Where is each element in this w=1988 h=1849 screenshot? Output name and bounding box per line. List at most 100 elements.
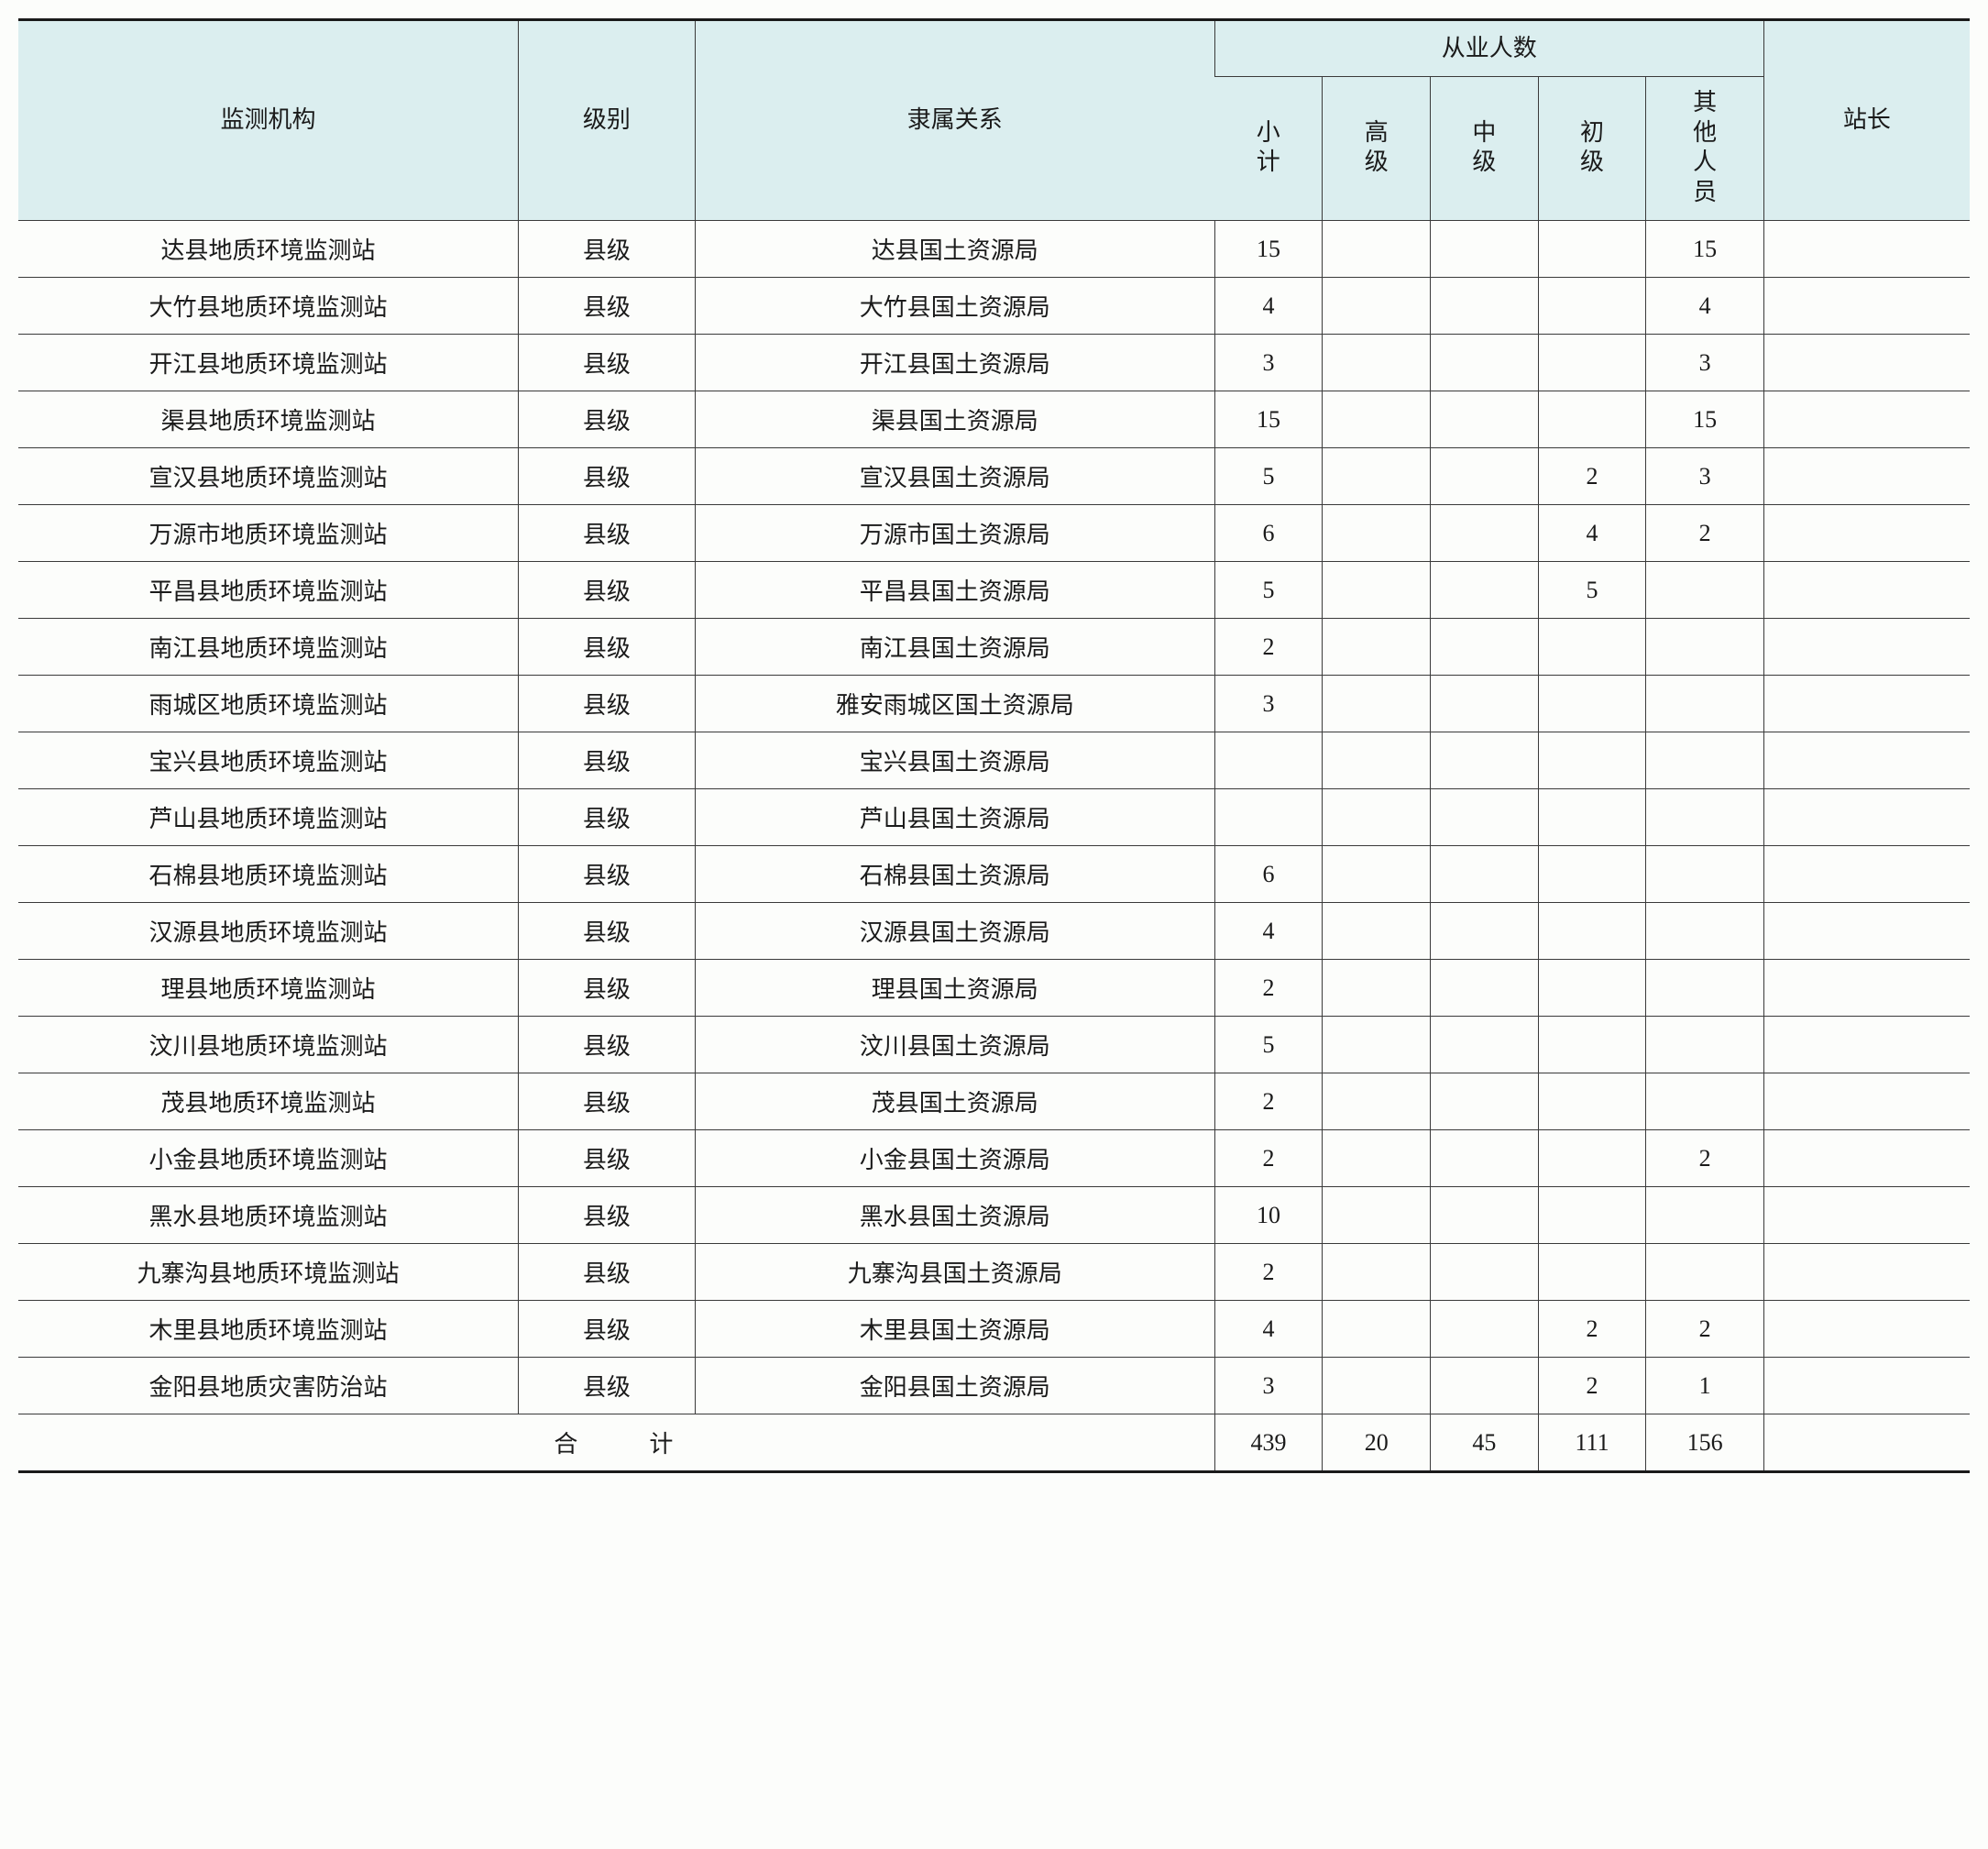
cell-director (1763, 789, 1970, 846)
cell-director (1763, 1130, 1970, 1187)
cell-mid (1431, 1187, 1539, 1244)
table-row: 木里县地质环境监测站县级木里县国土资源局422 (18, 1301, 1970, 1358)
cell-mid (1431, 676, 1539, 732)
cell-subtotal: 4 (1214, 1301, 1323, 1358)
header-employees-group: 从业人数 (1214, 20, 1763, 77)
cell-director (1763, 676, 1970, 732)
cell-relation: 九寨沟县国土资源局 (695, 1244, 1214, 1301)
cell-org: 理县地质环境监测站 (18, 960, 519, 1017)
cell-director (1763, 732, 1970, 789)
cell-junior (1538, 846, 1646, 903)
total-junior: 111 (1538, 1414, 1646, 1472)
cell-relation: 汉源县国土资源局 (695, 903, 1214, 960)
cell-relation: 宣汉县国土资源局 (695, 448, 1214, 505)
cell-level: 县级 (519, 732, 696, 789)
cell-relation: 茂县国土资源局 (695, 1073, 1214, 1130)
header-relation: 隶属关系 (695, 20, 1214, 221)
cell-org: 渠县地质环境监测站 (18, 391, 519, 448)
cell-senior (1323, 221, 1431, 278)
header-director: 站长 (1763, 20, 1970, 221)
table-row: 万源市地质环境监测站县级万源市国土资源局642 (18, 505, 1970, 562)
cell-subtotal: 4 (1214, 278, 1323, 335)
cell-other: 2 (1646, 1130, 1763, 1187)
table-row: 大竹县地质环境监测站县级大竹县国土资源局44 (18, 278, 1970, 335)
table-row: 宣汉县地质环境监测站县级宣汉县国土资源局523 (18, 448, 1970, 505)
cell-other (1646, 960, 1763, 1017)
header-junior: 初级 (1538, 77, 1646, 221)
cell-senior (1323, 1187, 1431, 1244)
cell-level: 县级 (519, 221, 696, 278)
cell-director (1763, 335, 1970, 391)
cell-senior (1323, 505, 1431, 562)
cell-mid (1431, 278, 1539, 335)
cell-other (1646, 1187, 1763, 1244)
cell-relation: 开江县国土资源局 (695, 335, 1214, 391)
cell-org: 小金县地质环境监测站 (18, 1130, 519, 1187)
cell-other: 3 (1646, 448, 1763, 505)
cell-level: 县级 (519, 335, 696, 391)
cell-senior (1323, 903, 1431, 960)
table-body: 达县地质环境监测站县级达县国土资源局1515大竹县地质环境监测站县级大竹县国土资… (18, 221, 1970, 1472)
cell-level: 县级 (519, 505, 696, 562)
cell-subtotal: 3 (1214, 676, 1323, 732)
table-row: 开江县地质环境监测站县级开江县国土资源局33 (18, 335, 1970, 391)
total-mid: 45 (1431, 1414, 1539, 1472)
cell-other (1646, 1017, 1763, 1073)
cell-director (1763, 619, 1970, 676)
cell-junior (1538, 1130, 1646, 1187)
total-subtotal: 439 (1214, 1414, 1323, 1472)
cell-mid (1431, 448, 1539, 505)
cell-director (1763, 1073, 1970, 1130)
cell-subtotal: 6 (1214, 505, 1323, 562)
cell-junior (1538, 1187, 1646, 1244)
cell-other: 15 (1646, 221, 1763, 278)
cell-junior (1538, 619, 1646, 676)
cell-director (1763, 505, 1970, 562)
cell-relation: 达县国土资源局 (695, 221, 1214, 278)
header-other: 其他人员 (1646, 77, 1763, 221)
cell-mid (1431, 903, 1539, 960)
cell-relation: 渠县国土资源局 (695, 391, 1214, 448)
cell-relation: 石棉县国土资源局 (695, 846, 1214, 903)
cell-director (1763, 903, 1970, 960)
cell-mid (1431, 505, 1539, 562)
cell-relation: 南江县国土资源局 (695, 619, 1214, 676)
cell-mid (1431, 1017, 1539, 1073)
table-row: 九寨沟县地质环境监测站县级九寨沟县国土资源局2 (18, 1244, 1970, 1301)
cell-other (1646, 619, 1763, 676)
table-row: 小金县地质环境监测站县级小金县国土资源局22 (18, 1130, 1970, 1187)
header-subtotal: 小计 (1214, 77, 1323, 221)
cell-junior (1538, 676, 1646, 732)
cell-org: 达县地质环境监测站 (18, 221, 519, 278)
cell-other (1646, 562, 1763, 619)
cell-level: 县级 (519, 1244, 696, 1301)
cell-junior (1538, 278, 1646, 335)
cell-level: 县级 (519, 1130, 696, 1187)
cell-relation: 雅安雨城区国土资源局 (695, 676, 1214, 732)
cell-mid (1431, 732, 1539, 789)
cell-director (1763, 1187, 1970, 1244)
cell-subtotal: 10 (1214, 1187, 1323, 1244)
cell-junior (1538, 1244, 1646, 1301)
table-row: 理县地质环境监测站县级理县国土资源局2 (18, 960, 1970, 1017)
cell-senior (1323, 789, 1431, 846)
table-row: 渠县地质环境监测站县级渠县国土资源局1515 (18, 391, 1970, 448)
cell-mid (1431, 1358, 1539, 1414)
cell-junior (1538, 732, 1646, 789)
cell-org: 木里县地质环境监测站 (18, 1301, 519, 1358)
cell-level: 县级 (519, 676, 696, 732)
table-row: 雨城区地质环境监测站县级雅安雨城区国土资源局3 (18, 676, 1970, 732)
header-mid: 中级 (1431, 77, 1539, 221)
table-row: 达县地质环境监测站县级达县国土资源局1515 (18, 221, 1970, 278)
cell-level: 县级 (519, 619, 696, 676)
cell-mid (1431, 1244, 1539, 1301)
cell-mid (1431, 335, 1539, 391)
cell-director (1763, 221, 1970, 278)
cell-junior: 5 (1538, 562, 1646, 619)
cell-junior: 2 (1538, 448, 1646, 505)
table-row: 汶川县地质环境监测站县级汶川县国土资源局5 (18, 1017, 1970, 1073)
cell-junior (1538, 335, 1646, 391)
cell-senior (1323, 1130, 1431, 1187)
cell-senior (1323, 1073, 1431, 1130)
cell-level: 县级 (519, 1301, 696, 1358)
